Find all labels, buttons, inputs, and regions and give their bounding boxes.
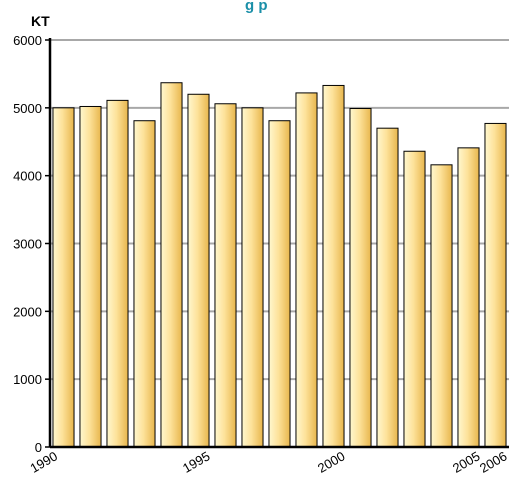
x-tick-label-1990: 1990 — [27, 448, 60, 475]
bar-1994 — [160, 82, 183, 448]
bar-1997 — [241, 107, 264, 448]
x-tick-label-1995: 1995 — [180, 448, 213, 475]
y-tick-label-3000: 3000 — [13, 237, 42, 252]
y-tick-label-0: 0 — [35, 440, 42, 455]
bar-2004 — [430, 164, 453, 448]
bar-2006 — [484, 122, 507, 448]
bar-1990 — [52, 107, 75, 448]
y-axis-unit-label: KT — [31, 13, 50, 29]
bar-2003 — [403, 150, 426, 448]
bar-2000 — [322, 84, 345, 448]
bar-2001 — [349, 108, 372, 448]
bar-1992 — [106, 99, 129, 448]
y-axis-ticks: 0 1000 2000 3000 4000 5000 6000 — [13, 33, 50, 455]
y-tick-label-6000: 6000 — [13, 33, 42, 48]
bar-1993 — [133, 120, 156, 448]
chart-title: g p — [245, 0, 268, 14]
bar-2005 — [457, 147, 480, 448]
x-tick-label-2006: 2006 — [477, 448, 509, 475]
y-tick-label-5000: 5000 — [13, 101, 42, 116]
bar-1998 — [268, 120, 291, 448]
bar-1999 — [295, 92, 318, 448]
y-tick-label-1000: 1000 — [13, 372, 42, 387]
y-tick-label-2000: 2000 — [13, 304, 42, 319]
bar-1996 — [214, 103, 237, 448]
bar-1991 — [79, 105, 102, 448]
x-tick-label-2000: 2000 — [315, 448, 348, 475]
bar-2002 — [376, 127, 399, 448]
y-tick-label-4000: 4000 — [13, 169, 42, 184]
bars — [52, 82, 507, 448]
bar-1995 — [187, 93, 210, 448]
